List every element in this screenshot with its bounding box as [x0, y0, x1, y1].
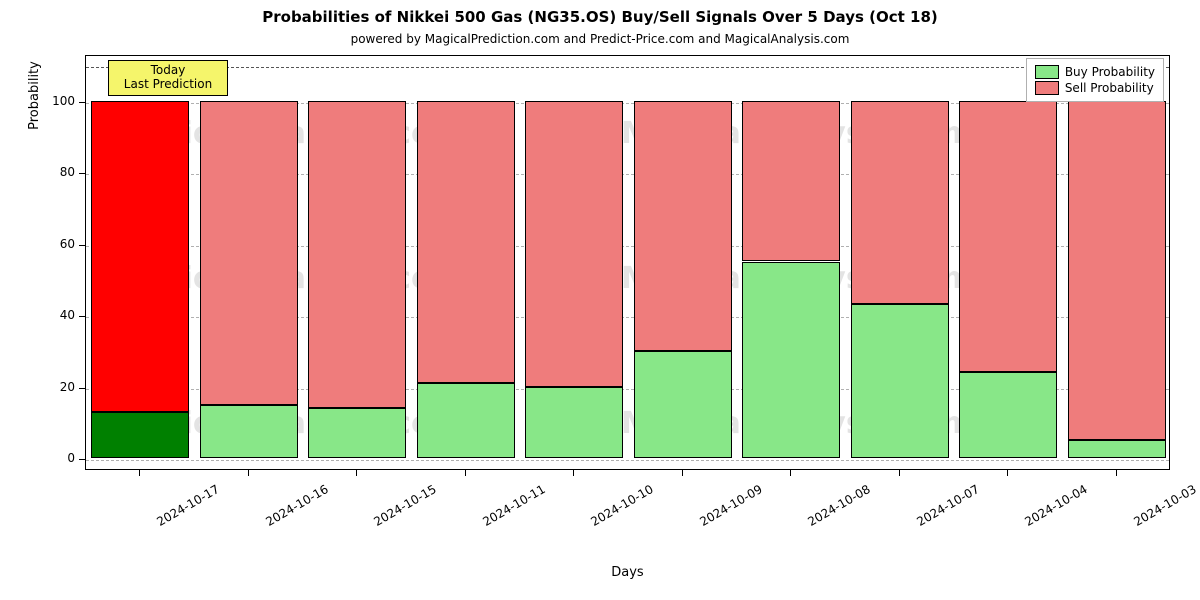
- bar-slot: [1068, 54, 1166, 469]
- sell-bar: [525, 101, 623, 387]
- sell-bar: [634, 101, 732, 351]
- ytick-label: 60: [39, 237, 75, 251]
- buy-bar: [1068, 440, 1166, 458]
- annotation-line2: Last Prediction: [109, 77, 227, 91]
- legend-item: Sell Probability: [1035, 81, 1155, 95]
- xtick-label: 2024-10-08: [806, 482, 873, 529]
- chart-subtitle: powered by MagicalPrediction.com and Pre…: [0, 32, 1200, 46]
- xtick-mark: [899, 470, 900, 476]
- xtick-mark: [790, 470, 791, 476]
- legend: Buy Probability Sell Probability: [1026, 58, 1164, 102]
- xtick-mark: [1116, 470, 1117, 476]
- ytick-mark: [79, 388, 85, 389]
- bar-slot: [959, 54, 1057, 469]
- legend-label: Buy Probability: [1065, 65, 1155, 79]
- ytick-label: 100: [39, 94, 75, 108]
- ytick-label: 0: [39, 451, 75, 465]
- xtick-label: 2024-10-17: [155, 482, 222, 529]
- xtick-label: 2024-10-07: [914, 482, 981, 529]
- sell-bar: [851, 101, 949, 305]
- ytick-label: 20: [39, 380, 75, 394]
- bar-slot: [417, 54, 515, 469]
- legend-swatch: [1035, 81, 1059, 95]
- ytick-mark: [79, 245, 85, 246]
- reference-line: [86, 67, 1169, 68]
- plot-area: MagicalAnalysis.comMagicalAnalysis.comMa…: [85, 55, 1170, 470]
- xtick-mark: [1007, 470, 1008, 476]
- legend-label: Sell Probability: [1065, 81, 1154, 95]
- chart-title: Probabilities of Nikkei 500 Gas (NG35.OS…: [0, 8, 1200, 26]
- ytick-label: 40: [39, 308, 75, 322]
- buy-bar: [417, 383, 515, 458]
- buy-bar: [742, 262, 840, 459]
- buy-bar: [851, 304, 949, 458]
- bar-slot: [851, 54, 949, 469]
- bar-slot: [308, 54, 406, 469]
- bar-slot: [525, 54, 623, 469]
- sell-bar: [91, 101, 189, 412]
- sell-bar: [417, 101, 515, 384]
- xtick-mark: [465, 470, 466, 476]
- xtick-label: 2024-10-15: [372, 482, 439, 529]
- xtick-mark: [248, 470, 249, 476]
- buy-bar: [91, 412, 189, 459]
- xtick-label: 2024-10-16: [263, 482, 330, 529]
- buy-bar: [525, 387, 623, 459]
- xtick-mark: [356, 470, 357, 476]
- sell-bar: [200, 101, 298, 405]
- bar-slot: [200, 54, 298, 469]
- bar-slot: [634, 54, 732, 469]
- ytick-mark: [79, 316, 85, 317]
- xtick-mark: [573, 470, 574, 476]
- legend-item: Buy Probability: [1035, 65, 1155, 79]
- legend-swatch: [1035, 65, 1059, 79]
- buy-bar: [634, 351, 732, 458]
- sell-bar: [742, 101, 840, 262]
- sell-bar: [1068, 101, 1166, 441]
- ytick-mark: [79, 173, 85, 174]
- ytick-label: 80: [39, 165, 75, 179]
- chart-container: Probabilities of Nikkei 500 Gas (NG35.OS…: [0, 0, 1200, 600]
- buy-bar: [308, 408, 406, 458]
- x-axis-label: Days: [85, 565, 1170, 580]
- xtick-label: 2024-10-09: [697, 482, 764, 529]
- buy-bar: [959, 372, 1057, 458]
- today-annotation: Today Last Prediction: [108, 60, 228, 96]
- xtick-mark: [682, 470, 683, 476]
- xtick-label: 2024-10-03: [1131, 482, 1198, 529]
- xtick-label: 2024-10-04: [1023, 482, 1090, 529]
- annotation-line1: Today: [109, 63, 227, 77]
- buy-bar: [200, 405, 298, 459]
- bar-slot: [742, 54, 840, 469]
- y-axis-label: Probability: [27, 0, 42, 303]
- ytick-mark: [79, 102, 85, 103]
- xtick-label: 2024-10-10: [589, 482, 656, 529]
- bar-slot: [91, 54, 189, 469]
- ytick-mark: [79, 459, 85, 460]
- xtick-label: 2024-10-11: [480, 482, 547, 529]
- xtick-mark: [139, 470, 140, 476]
- sell-bar: [308, 101, 406, 409]
- sell-bar: [959, 101, 1057, 373]
